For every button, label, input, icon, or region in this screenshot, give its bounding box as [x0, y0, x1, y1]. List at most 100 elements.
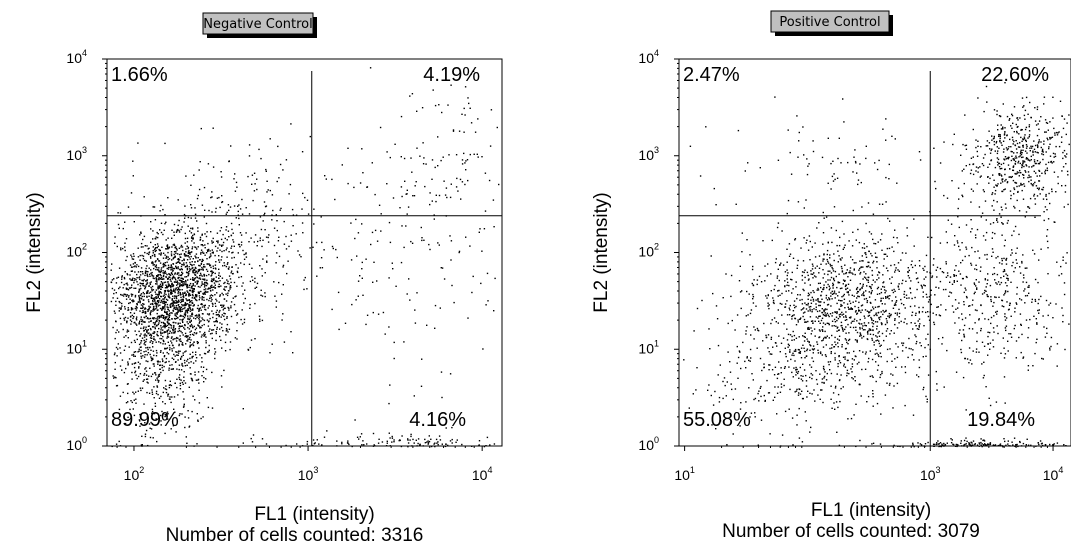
data-point	[810, 305, 812, 308]
data-point	[779, 302, 781, 305]
data-point	[889, 220, 891, 222]
data-point	[485, 304, 487, 306]
data-point	[198, 347, 200, 349]
data-point	[786, 339, 789, 341]
data-point	[997, 129, 999, 131]
data-point	[206, 249, 209, 251]
data-point	[844, 338, 847, 340]
data-point	[245, 256, 248, 258]
data-point	[180, 369, 183, 371]
data-point	[480, 282, 482, 285]
data-point	[160, 371, 162, 374]
data-point	[168, 367, 170, 369]
data-point	[443, 278, 446, 280]
data-point	[164, 319, 166, 321]
data-point	[158, 292, 160, 295]
data-point	[168, 273, 171, 275]
data-point	[155, 277, 157, 279]
data-point	[760, 385, 762, 388]
data-point	[192, 271, 194, 274]
data-point	[134, 351, 137, 353]
data-point	[200, 251, 202, 254]
data-point	[862, 260, 864, 262]
data-point	[467, 97, 469, 99]
data-point	[864, 252, 867, 254]
data-point	[183, 213, 186, 216]
data-point	[804, 321, 806, 323]
data-point	[823, 377, 825, 379]
data-point	[823, 301, 825, 304]
data-point	[1044, 171, 1046, 173]
data-point	[151, 285, 154, 288]
data-point	[185, 293, 187, 295]
data-point	[179, 284, 181, 287]
data-point	[172, 276, 174, 279]
data-point	[867, 261, 869, 263]
data-point	[167, 290, 170, 293]
data-point	[366, 443, 368, 445]
data-point	[777, 290, 779, 292]
data-point	[407, 438, 409, 440]
data-point	[191, 380, 194, 382]
data-point	[772, 299, 775, 302]
data-point	[841, 267, 843, 270]
data-point	[162, 401, 164, 403]
data-point	[859, 328, 861, 330]
data-point	[772, 301, 775, 304]
data-point	[154, 297, 156, 299]
data-point	[141, 283, 143, 285]
data-point	[208, 299, 210, 302]
data-point	[376, 240, 379, 242]
data-point	[1046, 198, 1048, 201]
data-point	[127, 401, 129, 403]
data-point	[190, 204, 192, 206]
data-point	[893, 250, 895, 253]
data-point	[189, 334, 192, 336]
data-point	[496, 126, 498, 129]
data-point	[837, 346, 839, 348]
data-point	[843, 363, 845, 365]
data-point	[817, 282, 820, 285]
data-point	[243, 318, 246, 321]
data-point	[798, 377, 800, 379]
data-point	[144, 274, 146, 277]
data-point	[208, 209, 210, 212]
data-point	[470, 122, 473, 124]
data-point	[195, 294, 198, 296]
data-point	[927, 344, 929, 346]
data-point	[172, 321, 174, 324]
data-point	[916, 288, 918, 291]
data-point	[216, 292, 218, 294]
data-point	[380, 230, 382, 232]
data-point	[151, 290, 153, 292]
data-point	[167, 333, 169, 335]
data-point	[875, 380, 877, 383]
data-point	[142, 291, 144, 294]
data-point	[187, 317, 189, 319]
data-point	[253, 241, 255, 243]
data-point	[152, 346, 154, 348]
data-point	[160, 350, 162, 352]
data-point	[433, 218, 435, 220]
data-point	[359, 182, 362, 184]
data-point	[262, 258, 264, 260]
data-point	[164, 310, 166, 313]
data-point	[823, 273, 826, 275]
data-point	[774, 396, 776, 398]
data-point	[830, 292, 832, 294]
data-point	[789, 388, 791, 391]
data-point	[834, 321, 837, 323]
data-point	[783, 384, 785, 387]
data-point	[802, 288, 804, 291]
data-point	[115, 331, 117, 334]
data-point	[747, 314, 749, 316]
data-point	[202, 244, 204, 247]
data-point	[896, 327, 899, 329]
data-point	[182, 406, 185, 408]
data-point	[306, 443, 308, 445]
data-point	[901, 252, 904, 254]
data-point	[834, 311, 836, 313]
data-point	[169, 384, 171, 386]
data-point	[856, 312, 859, 314]
data-point	[812, 349, 815, 351]
